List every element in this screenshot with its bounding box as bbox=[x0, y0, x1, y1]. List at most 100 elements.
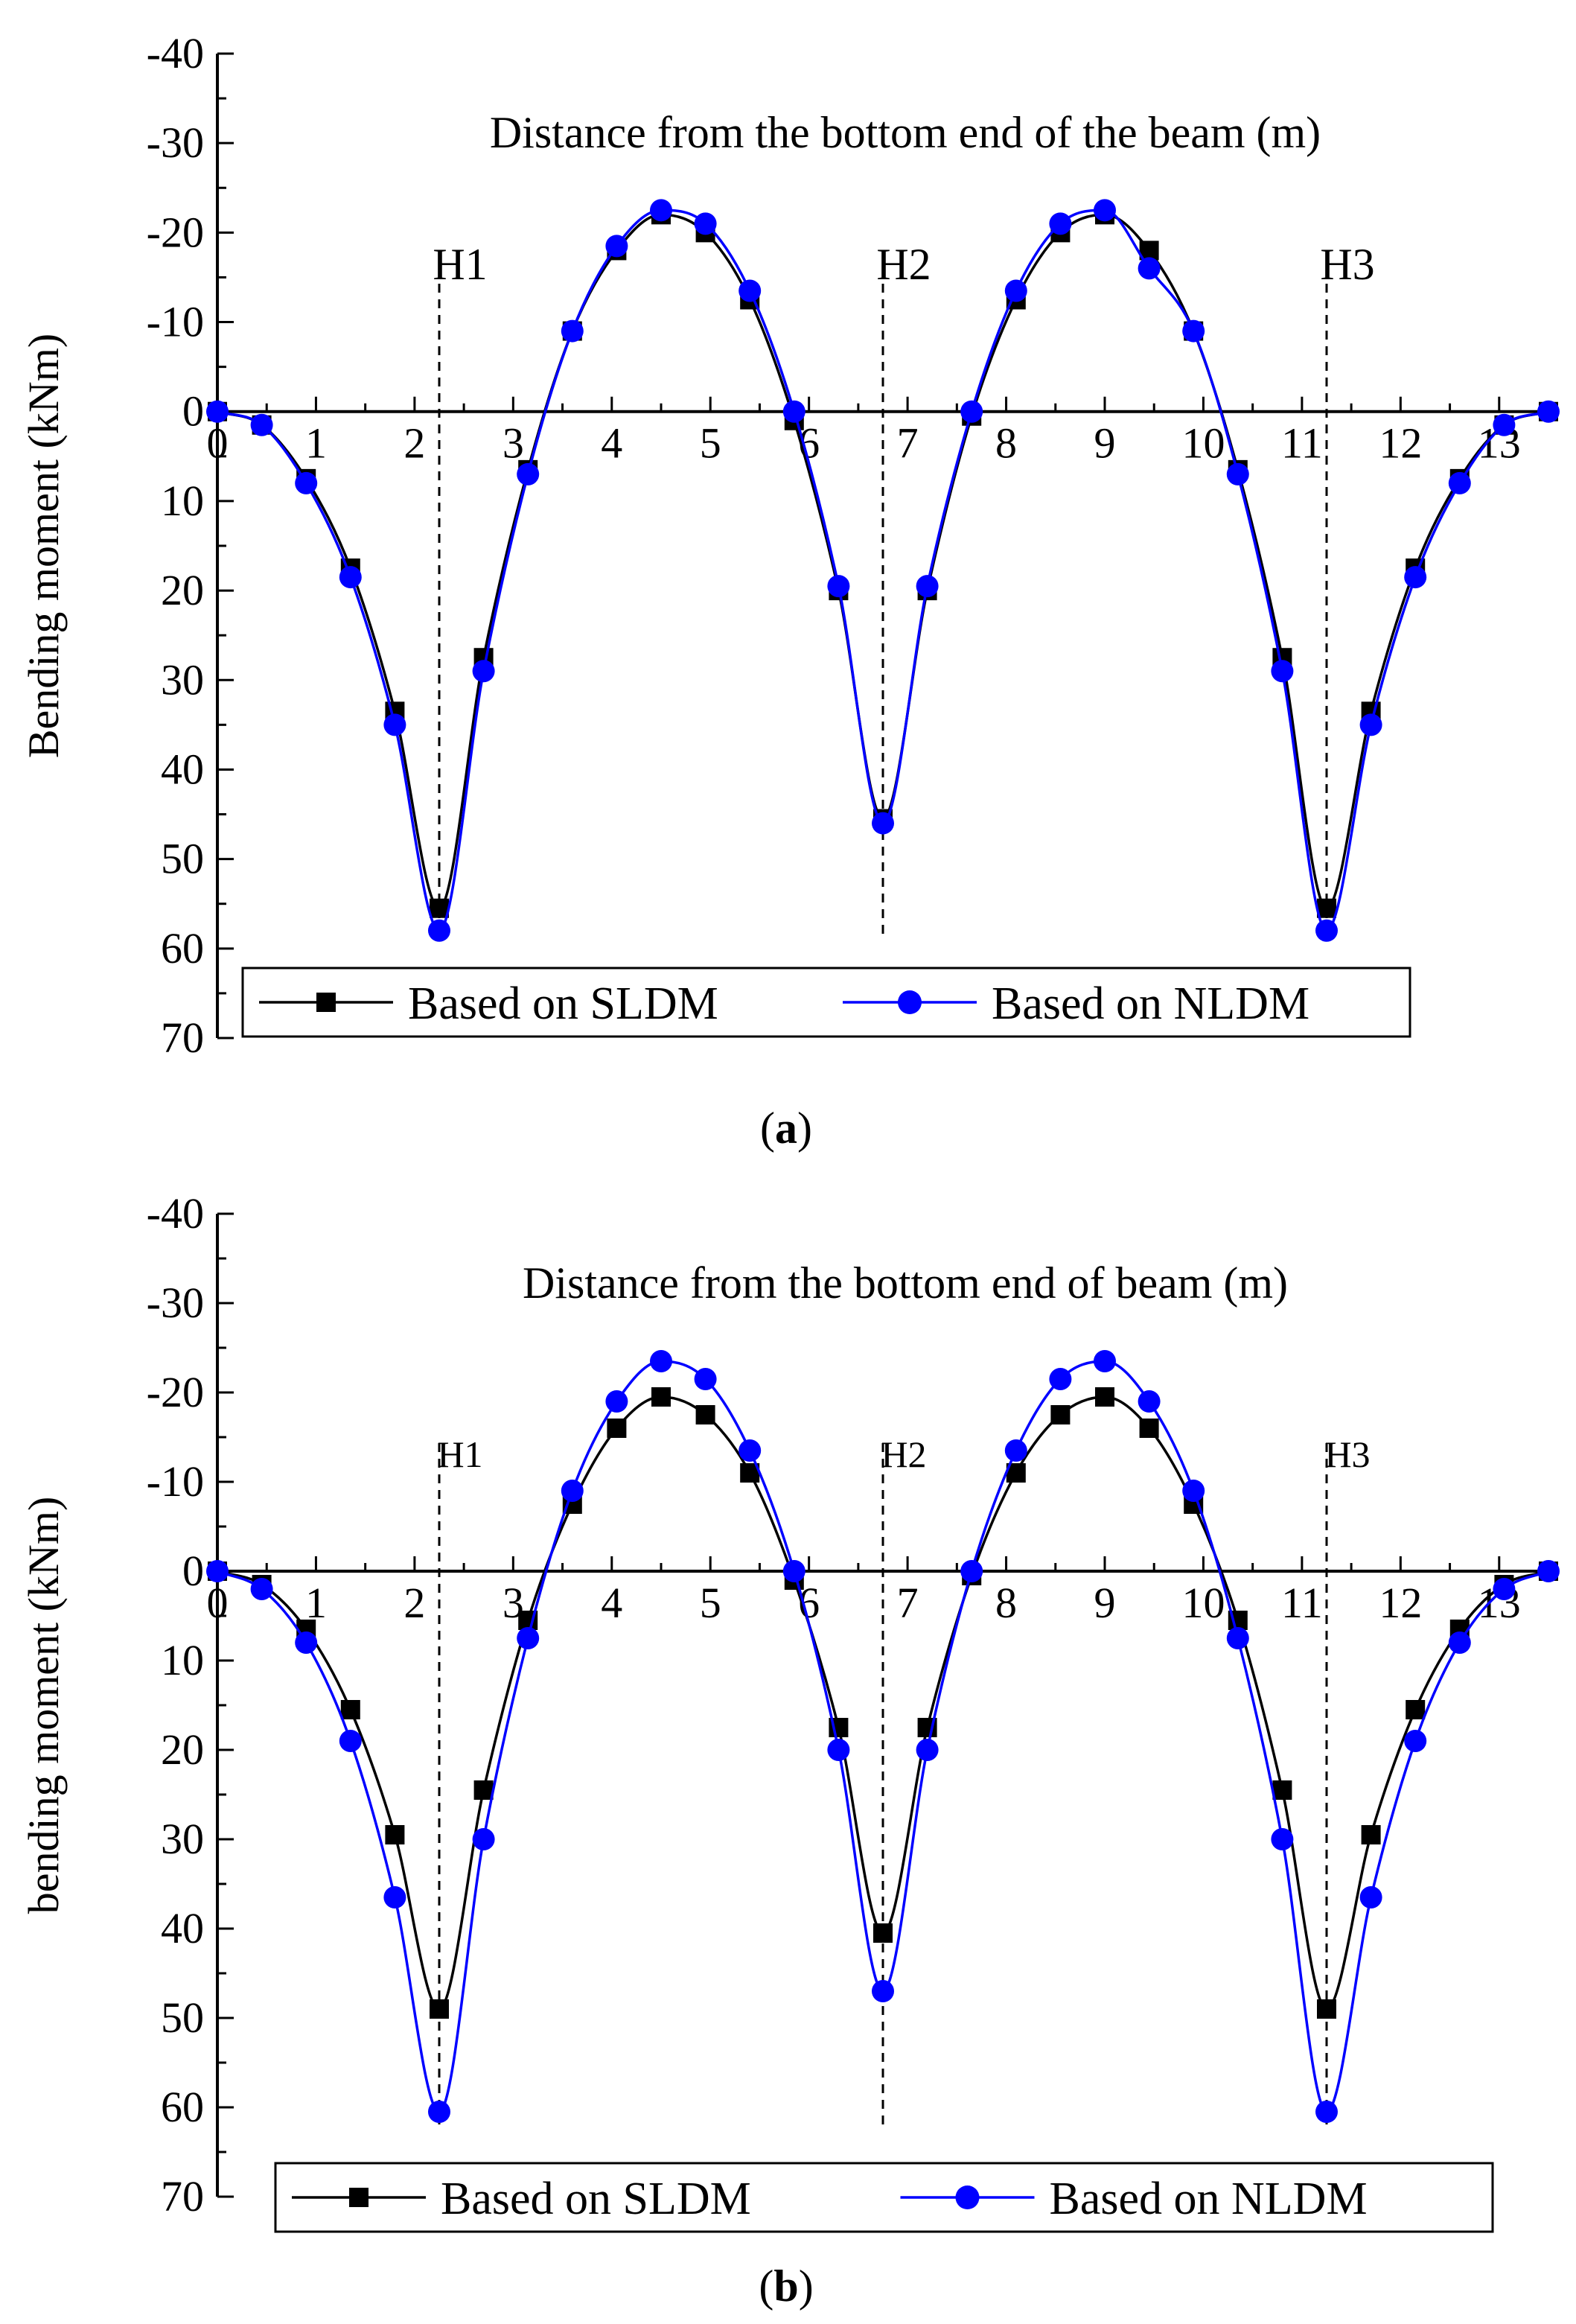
data-point-nldm bbox=[1004, 279, 1027, 302]
y-tick-label: -20 bbox=[147, 1368, 204, 1416]
x-tick-label: 8 bbox=[995, 1579, 1017, 1627]
y-tick-label: -10 bbox=[147, 1457, 204, 1506]
y-axis-label: Bending moment (kNm) bbox=[19, 334, 68, 758]
data-point-nldm bbox=[561, 1480, 584, 1502]
data-point-nldm bbox=[1049, 1368, 1072, 1390]
data-point-sldm bbox=[1050, 1405, 1071, 1424]
data-point-nldm bbox=[472, 660, 495, 683]
data-point-sldm bbox=[430, 898, 449, 918]
legend-label: Based on SLDM bbox=[408, 978, 718, 1029]
x-tick-label: 12 bbox=[1379, 419, 1422, 468]
data-point-sldm bbox=[1095, 1387, 1114, 1407]
y-tick-label: 0 bbox=[182, 387, 204, 436]
y-tick-label: 40 bbox=[161, 745, 204, 793]
x-tick-label: 2 bbox=[403, 1579, 425, 1627]
x-tick-label: 5 bbox=[700, 1579, 721, 1627]
data-point-nldm bbox=[1315, 2101, 1338, 2123]
caption-letter: a bbox=[775, 1104, 797, 1153]
data-point-sldm bbox=[1317, 898, 1336, 918]
data-point-sldm bbox=[1361, 1825, 1381, 1844]
legend-label: Based on NLDM bbox=[992, 978, 1309, 1029]
y-tick-label: 0 bbox=[182, 1547, 204, 1595]
y-tick-label: 10 bbox=[161, 1636, 204, 1684]
x-tick-label: 10 bbox=[1181, 1579, 1225, 1627]
x-tick-label: 7 bbox=[897, 1579, 919, 1627]
x-tick-label: 9 bbox=[1094, 1579, 1116, 1627]
data-point-nldm bbox=[383, 713, 406, 736]
x-tick-label: 1 bbox=[305, 419, 327, 468]
data-point-sldm bbox=[695, 1405, 715, 1424]
y-tick-label: -10 bbox=[147, 298, 204, 346]
data-point-nldm bbox=[650, 1350, 672, 1372]
y-tick-label: -30 bbox=[147, 118, 204, 167]
caption-paren: ) bbox=[799, 2261, 814, 2311]
section-marker-label: H2 bbox=[881, 1433, 926, 1475]
x-tick-label: 4 bbox=[601, 1579, 622, 1627]
data-point-nldm bbox=[738, 1439, 762, 1462]
data-point-nldm bbox=[206, 1560, 229, 1582]
x-tick-label: 4 bbox=[601, 419, 622, 468]
data-point-sldm bbox=[473, 1780, 494, 1800]
x-tick-label: 11 bbox=[1281, 1579, 1323, 1627]
data-point-nldm bbox=[1448, 471, 1471, 494]
x-tick-label: 7 bbox=[897, 419, 919, 468]
x-tick-label: 9 bbox=[1094, 419, 1116, 468]
x-tick-label: 8 bbox=[995, 419, 1017, 468]
x-tick-label: 1 bbox=[305, 1579, 327, 1627]
data-point-sldm bbox=[1272, 1780, 1292, 1800]
y-tick-label: 60 bbox=[161, 924, 204, 972]
data-point-sldm bbox=[651, 1387, 671, 1407]
data-point-nldm bbox=[1182, 1480, 1205, 1502]
data-point-nldm bbox=[1226, 1627, 1249, 1649]
y-tick-label: 60 bbox=[161, 2083, 204, 2131]
x-tick-label: 11 bbox=[1281, 419, 1323, 468]
data-point-nldm bbox=[916, 575, 939, 598]
data-point-nldm bbox=[1004, 1439, 1027, 1462]
data-point-nldm bbox=[694, 212, 717, 235]
section-marker-label: H2 bbox=[876, 240, 931, 289]
y-tick-label: -30 bbox=[147, 1279, 204, 1327]
data-point-sldm bbox=[385, 1825, 405, 1844]
data-point-nldm bbox=[1493, 413, 1516, 436]
y-tick-label: -20 bbox=[147, 208, 204, 256]
data-point-nldm bbox=[1359, 1886, 1382, 1908]
data-point-sldm bbox=[430, 1999, 449, 2019]
data-point-nldm bbox=[561, 319, 584, 343]
data-point-nldm bbox=[1138, 257, 1161, 280]
chart-title: Distance from the bottom end of beam (m) bbox=[523, 1258, 1288, 1308]
legend-label: Based on NLDM bbox=[1050, 2174, 1368, 2224]
data-point-nldm bbox=[339, 566, 362, 589]
caption-paren: ( bbox=[759, 2261, 773, 2311]
y-tick-label: 40 bbox=[161, 1904, 204, 1952]
x-tick-label: 10 bbox=[1181, 419, 1225, 468]
data-point-nldm bbox=[872, 812, 894, 835]
legend: Based on SLDM Based on NLDM bbox=[274, 2162, 1494, 2233]
x-tick-label: 12 bbox=[1379, 1579, 1422, 1627]
x-tick-label: 0 bbox=[207, 419, 229, 468]
y-tick-label: 50 bbox=[161, 1993, 204, 2042]
data-point-nldm bbox=[1537, 400, 1560, 423]
data-point-nldm bbox=[1138, 1390, 1161, 1413]
data-point-nldm bbox=[1094, 199, 1116, 222]
caption-paren: ( bbox=[760, 1104, 775, 1153]
data-point-nldm bbox=[605, 1390, 628, 1413]
y-tick-label: 70 bbox=[161, 1013, 204, 1062]
data-point-nldm bbox=[1271, 1828, 1294, 1850]
legend-marker-square bbox=[316, 993, 336, 1012]
data-point-nldm bbox=[428, 2101, 450, 2123]
panel-caption: (b) bbox=[759, 2261, 813, 2311]
section-marker-label: H1 bbox=[437, 1433, 482, 1475]
data-point-nldm bbox=[1493, 1578, 1516, 1600]
data-point-nldm bbox=[1094, 1350, 1116, 1372]
data-point-nldm bbox=[872, 1980, 894, 2002]
data-point-nldm bbox=[1537, 1560, 1560, 1582]
legend-marker-circle bbox=[955, 2185, 980, 2209]
data-point-nldm bbox=[1359, 713, 1382, 736]
y-tick-label: 70 bbox=[161, 2172, 204, 2220]
data-point-nldm bbox=[1049, 212, 1072, 235]
data-point-nldm bbox=[650, 199, 672, 222]
data-point-nldm bbox=[250, 1578, 273, 1600]
